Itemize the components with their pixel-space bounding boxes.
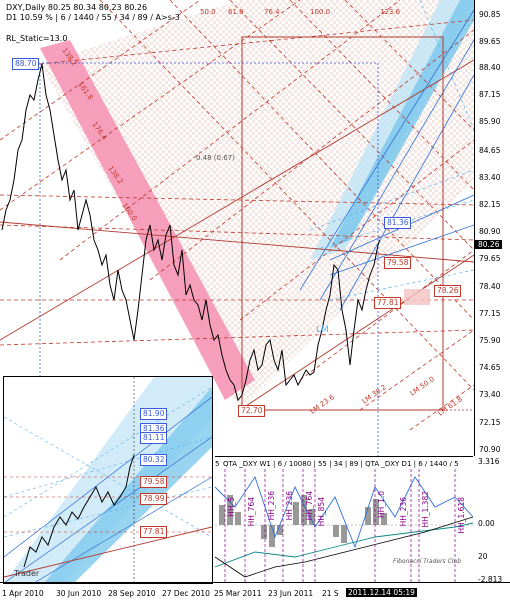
- low-price-label: 72.70: [238, 405, 266, 417]
- indicator-left-mark: 5: [215, 460, 220, 468]
- axis-tick: 74.65: [479, 363, 501, 372]
- fan-label-2: 61.8: [228, 8, 244, 16]
- axis-tick: 80.90: [479, 227, 501, 236]
- inset-label-8111: 81.11: [140, 432, 168, 444]
- lm-bottom-4: LM 61.8: [437, 395, 464, 417]
- time-tick: 30 Jun 2010: [56, 589, 102, 598]
- axis-tick: 77.15: [479, 309, 501, 318]
- axis-tick: 84.65: [479, 146, 501, 155]
- indicator-scale-top: 3.316: [478, 457, 500, 466]
- blue-channel-core: [330, 0, 474, 248]
- indicator-tag: HH_5: [227, 497, 236, 517]
- axis-tick: 90.85: [479, 10, 501, 19]
- indicator-tag: HH_236: [285, 491, 294, 521]
- axis-tick: 78.40: [479, 282, 501, 291]
- axis-tick: 82.15: [479, 200, 501, 209]
- rl-static-label: RL_Static=13.0: [6, 34, 68, 43]
- inset-label-8032: 80.32: [140, 454, 168, 466]
- axis-tick: 88.40: [479, 63, 501, 72]
- axis-tick: 79.65: [479, 254, 501, 263]
- fan-label-3: 76.4: [264, 8, 280, 16]
- indicator-tag: HH_764: [305, 491, 314, 521]
- fib-fan-lines: [0, 0, 474, 431]
- level-8136-label: 81.36: [384, 217, 412, 229]
- indicator-canvas: [215, 469, 473, 583]
- axis-tick: 85.90: [479, 117, 501, 126]
- indicator-tag: HH_1.618: [457, 497, 466, 534]
- indicator-tag: HH_764: [247, 497, 256, 527]
- inset-price-series: [23, 454, 135, 568]
- inset-canvas: [4, 377, 212, 583]
- axis-tick: 72.15: [479, 418, 501, 427]
- current-price-tag: 80.26: [475, 240, 503, 249]
- target-zone: [404, 289, 430, 305]
- indicator-panel[interactable]: 5 QTA _DXY W1 | 6 / 10080 | 55 | 34 | 89…: [215, 456, 473, 583]
- chart-header-line2: D1 10.59 % | 6 / 1440 / 55 / 34 / 89 / A…: [6, 13, 180, 22]
- cursor-time-label: 2011.12.14 05:19: [346, 588, 417, 597]
- high-price-label: 88.70: [12, 58, 40, 70]
- right-price-axis[interactable]: 90.85 89.65 88.40 87.15 85.90 84.65 83.4…: [474, 0, 510, 456]
- trend-line-lower: [239, 254, 474, 411]
- ratio-text: 0.48 (0.67): [196, 154, 235, 162]
- inset-label-7781: 77.81: [140, 526, 168, 538]
- price-series: [1, 63, 381, 402]
- trend-line-upper: [0, 59, 474, 341]
- fan-label-5: 123.6: [380, 8, 401, 16]
- time-tick: 27 Dec 2010: [162, 589, 210, 598]
- inset-label-7958: 79.58: [140, 476, 168, 488]
- inset-watermark: Trader: [14, 569, 40, 578]
- lm-label: LM: [316, 325, 329, 335]
- indicator-tag: HH_236: [267, 491, 276, 521]
- fan-shaded-area: [40, 0, 474, 410]
- indicator-title: QTA _DXY W1 | 6 / 10080 | 55 | 34 | 89 |…: [223, 460, 459, 468]
- indicator-tag: HH_1.382: [421, 491, 430, 528]
- time-tick: 21 S: [322, 589, 339, 598]
- inset-label-7899: 78.99: [140, 493, 168, 505]
- time-tick: 25 Mar 2011: [214, 589, 262, 598]
- indicator-tag: HH_1.0: [377, 491, 386, 518]
- level-7958-label: 79.58: [384, 257, 412, 269]
- lm-bottom-2: LM 38.2: [361, 383, 388, 405]
- indicator-tag: HH_236: [399, 497, 408, 527]
- indicator-tag: HH_854: [317, 497, 326, 527]
- fan-label-1: 50.0: [200, 8, 216, 16]
- inset-label-8190: 81.90: [140, 408, 168, 420]
- axis-tick: 83.40: [479, 173, 501, 182]
- indicator-scale-zero: 0.00: [478, 519, 495, 528]
- time-tick: 1 Apr 2010: [2, 589, 44, 598]
- axis-tick: 75.90: [479, 336, 501, 345]
- chart-header-line1: DXY,Daily 80.25 80.34 80.23 80.26: [6, 3, 148, 12]
- lm-bottom-1: LM 23.6: [309, 393, 337, 416]
- time-tick: 23 Jun 2011: [268, 589, 314, 598]
- inset-chart[interactable]: 81.90 81.36 81.11 80.32 79.58 78.99 77.8…: [3, 376, 213, 584]
- time-tick: 28 Sep 2010: [108, 589, 156, 598]
- axis-tick: 70.90: [479, 445, 501, 454]
- pink-channel: [40, 40, 255, 400]
- axis-tick: 89.65: [479, 37, 501, 46]
- level-7826-label: 78.26: [434, 285, 462, 297]
- axis-tick: 87.15: [479, 90, 501, 99]
- main-price-chart[interactable]: 0.48 (0.67) LM 50.0 61.8 76.4 100.0 123.…: [0, 0, 474, 456]
- axis-tick: 73.40: [479, 390, 501, 399]
- time-axis[interactable]: 1 Apr 2010 30 Jun 2010 28 Sep 2010 27 De…: [0, 582, 510, 600]
- indicator-scale-mid: 20: [478, 552, 488, 561]
- level-7781-label: 77.81: [374, 297, 402, 309]
- fan-label-4: 100.0: [310, 8, 330, 16]
- indicator-watermark: Fibonacci Traders Club: [393, 558, 462, 565]
- indicator-scale-bottom: -2.813: [478, 575, 503, 584]
- lm-bottom-3: LM 50.0: [409, 375, 436, 397]
